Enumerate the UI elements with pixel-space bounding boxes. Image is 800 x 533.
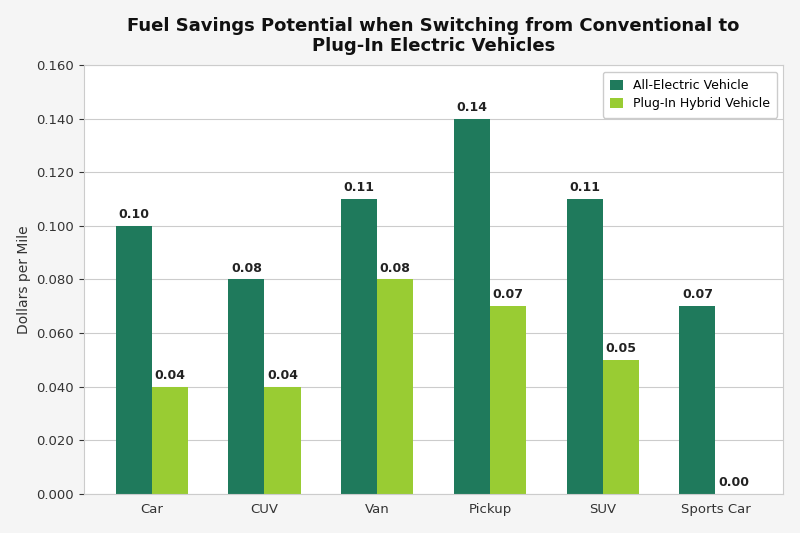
Text: 0.08: 0.08 <box>231 262 262 274</box>
Text: 0.11: 0.11 <box>569 181 600 195</box>
Text: 0.07: 0.07 <box>682 288 713 302</box>
Text: 0.10: 0.10 <box>118 208 149 221</box>
Text: 0.05: 0.05 <box>606 342 636 355</box>
Text: 0.11: 0.11 <box>344 181 374 195</box>
Text: 0.04: 0.04 <box>154 369 186 382</box>
Bar <box>228 279 265 494</box>
Legend: All-Electric Vehicle, Plug-In Hybrid Vehicle: All-Electric Vehicle, Plug-In Hybrid Veh… <box>602 71 777 118</box>
Text: 0.14: 0.14 <box>457 101 487 114</box>
Bar <box>152 386 188 494</box>
Bar <box>116 226 152 494</box>
Bar <box>454 119 490 494</box>
Text: 0.00: 0.00 <box>718 476 749 489</box>
Bar <box>679 306 715 494</box>
Text: 0.07: 0.07 <box>493 288 523 302</box>
Text: 0.04: 0.04 <box>267 369 298 382</box>
Text: 0.08: 0.08 <box>380 262 410 274</box>
Bar <box>265 386 301 494</box>
Title: Fuel Savings Potential when Switching from Conventional to
Plug-In Electric Vehi: Fuel Savings Potential when Switching fr… <box>127 17 740 55</box>
Bar <box>602 360 638 494</box>
Bar <box>566 199 602 494</box>
Y-axis label: Dollars per Mile: Dollars per Mile <box>17 225 30 334</box>
Bar <box>490 306 526 494</box>
Bar <box>378 279 414 494</box>
Bar <box>341 199 378 494</box>
